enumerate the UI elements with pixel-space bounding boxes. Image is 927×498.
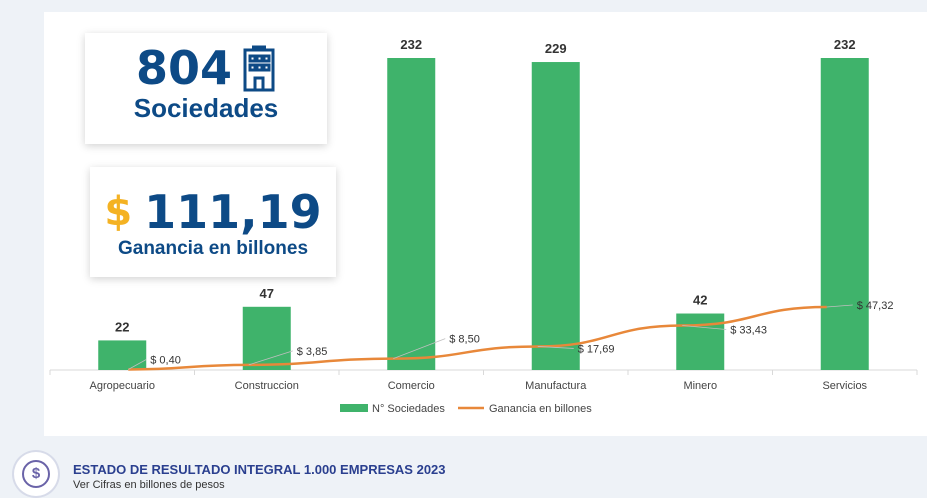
- x-tick-label: Agropecuario: [90, 380, 155, 392]
- line-value-label: $ 0,40: [150, 354, 181, 366]
- bar-value-label: 22: [115, 319, 129, 334]
- bar-value-label: 229: [545, 41, 567, 56]
- line-value-label: $ 47,32: [857, 300, 894, 312]
- bar-value-label: 42: [693, 293, 707, 308]
- footer-title: ESTADO DE RESULTADO INTEGRAL 1.000 EMPRE…: [73, 462, 446, 477]
- legend-label-bars: N° Sociedades: [372, 403, 445, 415]
- building-icon: [243, 45, 275, 92]
- bar-agropecuario: [98, 340, 147, 370]
- dollar-icon: $: [104, 189, 133, 235]
- footer-subtitle: Ver Cifras en billones de pesos: [73, 479, 225, 491]
- kpi-card-profit: $ 111,19 Ganancia en billones: [90, 167, 336, 277]
- bar-construccion: [242, 306, 291, 370]
- bar-value-label: 47: [260, 286, 274, 301]
- kpi-companies-label: Sociedades: [133, 93, 279, 123]
- bar-line-chart: 22 Agropecuario 47 Construccion 232 Comercio 2…: [49, 37, 918, 415]
- dollar-coin-symbol: $: [22, 460, 50, 488]
- kpi-companies-value: 804: [135, 41, 233, 95]
- bar-value-label: 232: [834, 37, 856, 52]
- line-label-leader: [826, 304, 853, 308]
- line-value-label: $ 17,69: [578, 343, 615, 355]
- x-tick-label: Manufactura: [525, 380, 587, 392]
- legend-swatch-bars: [340, 404, 368, 412]
- bar-minero: [676, 313, 725, 370]
- line-label-leader: [128, 359, 147, 370]
- kpi-profit-value: 111,19: [144, 185, 322, 239]
- line-label-leader: [393, 338, 446, 360]
- line-value-label: $ 3,85: [297, 346, 328, 358]
- bar-value-label: 232: [400, 37, 422, 52]
- x-tick-label: Construccion: [235, 380, 299, 392]
- kpi-card-companies: 804 Sociedades: [85, 33, 327, 144]
- line-value-label: $ 33,43: [730, 324, 767, 336]
- x-tick-label: Servicios: [822, 380, 867, 392]
- dollar-coin-icon: $: [14, 452, 58, 496]
- line-label-leader: [537, 346, 574, 349]
- bar-manufactura: [531, 62, 580, 370]
- kpi-profit-label: Ganancia en billones: [117, 238, 309, 259]
- line-label-leader: [682, 325, 727, 330]
- x-tick-label: Comercio: [388, 380, 435, 392]
- profit-line: [128, 305, 827, 371]
- bar-comercio: [387, 58, 436, 370]
- line-label-leader: [248, 350, 293, 366]
- bar-servicios: [820, 58, 869, 370]
- legend-label-line: Ganancia en billones: [489, 403, 592, 415]
- line-value-label: $ 8,50: [449, 334, 480, 346]
- x-tick-label: Minero: [683, 380, 717, 392]
